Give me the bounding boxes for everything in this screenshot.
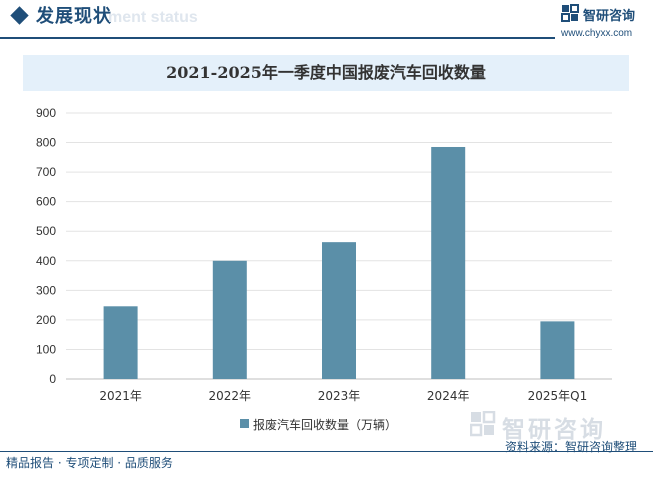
x-tick-label: 2021年 — [99, 389, 142, 403]
y-tick-label: 200 — [36, 313, 56, 327]
x-tick-label: 2024年 — [427, 389, 470, 403]
bar — [322, 242, 356, 379]
y-tick-label: 0 — [49, 372, 56, 386]
zhiyan-watermark-icon — [470, 411, 496, 437]
x-axis: 2021年 2022年 2023年 2024年 2025年Q1 — [99, 389, 587, 403]
bar — [540, 321, 575, 379]
y-axis: 0 100 200 300 400 500 600 700 800 900 — [36, 106, 56, 386]
source-note: 资料来源：智研咨询整理 — [505, 440, 638, 454]
watermark-text: 智研咨询 — [502, 417, 606, 443]
bar — [431, 146, 466, 379]
bars — [103, 146, 575, 379]
y-tick-label: 100 — [36, 342, 56, 356]
brand-logo: 智研咨询 www.chyxx.com — [561, 4, 651, 40]
x-tick-label: 2025年Q1 — [528, 389, 588, 403]
header-bar: 发展现状 ment status 智研咨询 www.chyxx.com — [0, 0, 653, 42]
zhiyan-logo-icon — [561, 4, 579, 22]
brand-name: 智研咨询 — [583, 9, 636, 24]
y-tick-label: 600 — [36, 195, 56, 209]
header-divider — [0, 37, 555, 39]
footer-divider — [0, 451, 653, 452]
y-tick-label: 400 — [36, 254, 56, 268]
brand-url: www.chyxx.com — [561, 28, 633, 39]
y-tick-label: 800 — [36, 136, 56, 150]
chart-title: 2021-2025年一季度中国报废汽车回收数量 — [166, 63, 486, 82]
chart-title-band: 2021-2025年一季度中国报废汽车回收数量 — [23, 55, 629, 91]
y-tick-label: 300 — [36, 283, 56, 297]
x-tick-label: 2022年 — [209, 389, 252, 403]
bar — [103, 306, 138, 379]
bar — [212, 260, 247, 379]
x-tick-label: 2023年 — [318, 389, 361, 403]
legend-swatch — [240, 419, 249, 428]
y-tick-label: 900 — [36, 106, 56, 120]
y-tick-label: 700 — [36, 165, 56, 179]
footer-slogan: 精品报告 · 专项定制 · 品质服务 — [6, 456, 173, 470]
y-tick-label: 500 — [36, 224, 56, 238]
watermark-logo: 智研咨询 — [470, 411, 620, 443]
legend-label: 报废汽车回收数量（万辆） — [253, 418, 398, 432]
section-subtitle-en: ment status — [108, 9, 198, 26]
section-title: 发展现状 — [36, 6, 112, 27]
